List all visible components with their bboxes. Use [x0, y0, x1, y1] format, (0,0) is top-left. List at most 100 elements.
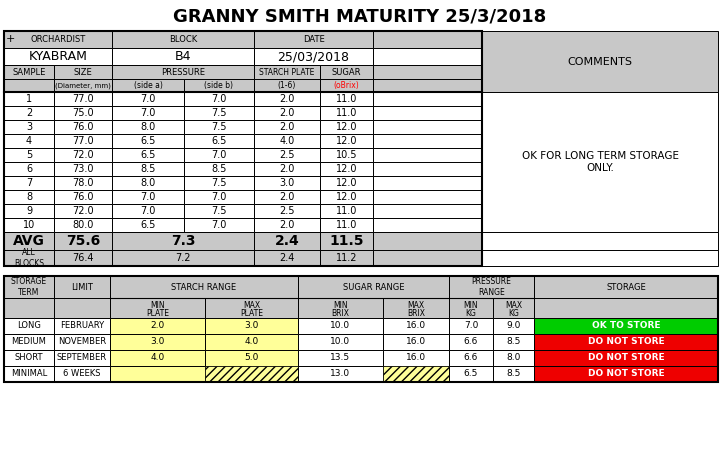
Text: 8.0: 8.0 [141, 178, 156, 188]
Text: (oBrix): (oBrix) [334, 81, 359, 90]
Bar [54, 334, 110, 350]
Text: 8.5: 8.5 [211, 164, 226, 174]
Bar [54, 79, 112, 92]
Bar [4, 318, 54, 334]
Bar [493, 350, 534, 366]
Text: 11.0: 11.0 [336, 220, 357, 230]
Bar [320, 232, 373, 250]
Bar [320, 162, 373, 176]
Bar [254, 204, 320, 218]
Bar [320, 65, 373, 79]
Bar [184, 106, 254, 120]
Bar [449, 298, 493, 318]
Bar [254, 106, 320, 120]
Text: MIN: MIN [464, 301, 478, 310]
Bar [383, 298, 449, 318]
Text: SHORT: SHORT [14, 354, 43, 363]
Bar [184, 162, 254, 176]
Bar [254, 190, 320, 204]
Bar [383, 334, 449, 350]
Text: 6.5: 6.5 [141, 136, 156, 146]
Text: OK TO STORE: OK TO STORE [592, 321, 660, 330]
Bar [373, 48, 482, 65]
Bar [54, 162, 112, 176]
Text: 7: 7 [26, 178, 32, 188]
Text: 7.0: 7.0 [464, 321, 478, 330]
Text: 7.0: 7.0 [141, 108, 156, 118]
Bar [534, 366, 718, 382]
Bar [320, 134, 373, 148]
Bar [320, 204, 373, 218]
Text: 8.0: 8.0 [506, 354, 521, 363]
Text: 9: 9 [26, 206, 32, 216]
Text: 75.0: 75.0 [72, 108, 94, 118]
Bar [254, 162, 320, 176]
Bar [184, 204, 254, 218]
Text: 72.0: 72.0 [72, 206, 94, 216]
Bar [449, 276, 534, 298]
Text: LONG: LONG [17, 321, 41, 330]
Bar [54, 350, 110, 366]
Bar [54, 276, 110, 298]
Text: 11.0: 11.0 [336, 94, 357, 104]
Text: 6.5: 6.5 [141, 150, 156, 160]
Text: 2.0: 2.0 [279, 122, 295, 132]
Bar [449, 350, 493, 366]
Text: 7.0: 7.0 [211, 220, 226, 230]
Text: 7.5: 7.5 [211, 178, 226, 188]
Bar [112, 232, 254, 250]
Bar [254, 92, 320, 106]
Bar [320, 176, 373, 190]
Bar [493, 334, 534, 350]
Text: 16.0: 16.0 [406, 354, 426, 363]
Bar [4, 334, 54, 350]
Bar [373, 232, 482, 250]
Text: DO NOT STORE: DO NOT STORE [588, 370, 664, 379]
Bar [298, 334, 383, 350]
Bar [449, 366, 493, 382]
Bar [54, 250, 112, 266]
Bar [373, 148, 482, 162]
Text: 73.0: 73.0 [72, 164, 94, 174]
Text: 6: 6 [26, 164, 32, 174]
Bar [184, 120, 254, 134]
Bar [482, 250, 718, 266]
Bar [320, 250, 373, 266]
Text: 7.0: 7.0 [211, 192, 226, 202]
Text: SIZE: SIZE [74, 67, 92, 76]
Bar [184, 134, 254, 148]
Bar [54, 106, 112, 120]
Text: PLATE: PLATE [240, 309, 263, 318]
Text: 78.0: 78.0 [72, 178, 94, 188]
Bar [54, 218, 112, 232]
Bar [298, 318, 383, 334]
Bar [320, 218, 373, 232]
Bar [254, 250, 320, 266]
Bar [4, 366, 54, 382]
Text: 7.5: 7.5 [211, 108, 226, 118]
Bar [482, 232, 718, 250]
Bar [298, 276, 449, 298]
Text: 72.0: 72.0 [72, 150, 94, 160]
Text: 12.0: 12.0 [336, 164, 357, 174]
Bar [205, 298, 298, 318]
Text: B4: B4 [174, 50, 191, 63]
Bar [4, 190, 54, 204]
Bar [254, 31, 373, 48]
Bar [54, 318, 110, 334]
Bar [254, 120, 320, 134]
Bar [4, 106, 54, 120]
Text: 8.5: 8.5 [141, 164, 156, 174]
Bar [383, 350, 449, 366]
Text: 80.0: 80.0 [72, 220, 94, 230]
Text: 4.0: 4.0 [151, 354, 164, 363]
Bar [534, 350, 718, 366]
Bar [54, 120, 112, 134]
Text: 7.0: 7.0 [211, 150, 226, 160]
Text: 76.0: 76.0 [72, 122, 94, 132]
Text: SUGAR: SUGAR [332, 67, 361, 76]
Bar [54, 176, 112, 190]
Bar [112, 48, 254, 65]
Text: 12.0: 12.0 [336, 122, 357, 132]
Text: 3.0: 3.0 [150, 337, 164, 346]
